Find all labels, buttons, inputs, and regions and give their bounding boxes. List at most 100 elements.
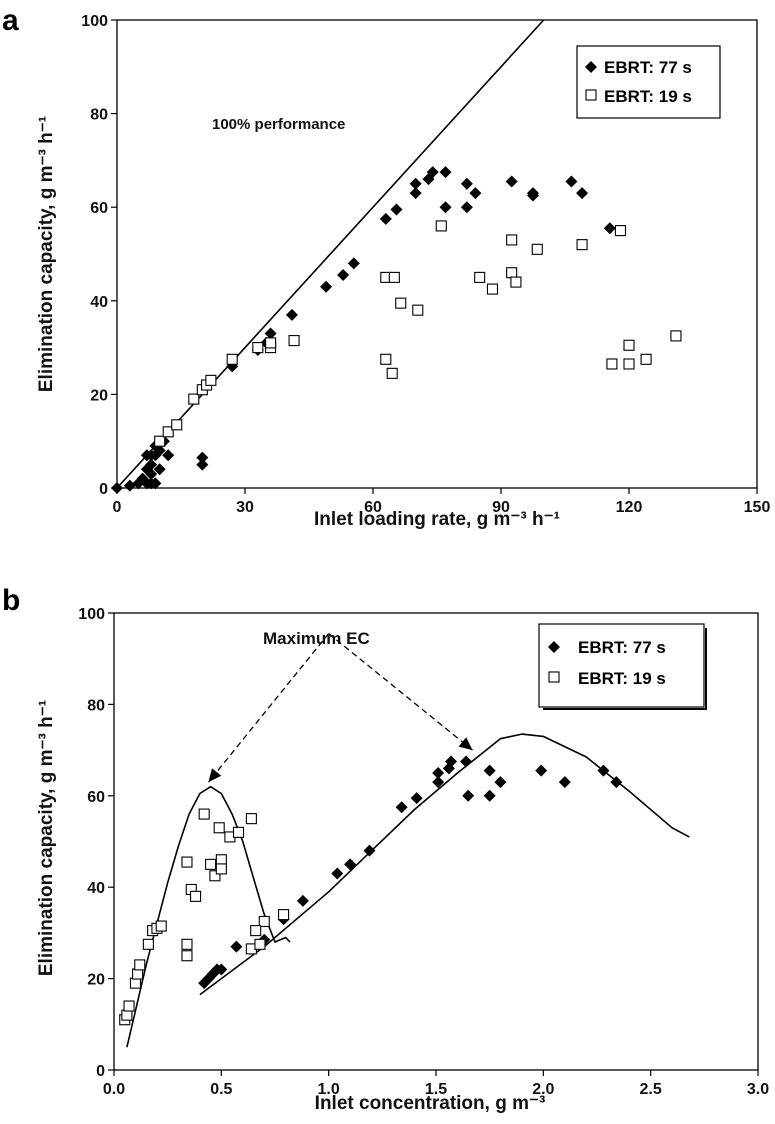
panel-b-fit-curves <box>126 733 690 1048</box>
panel-a-legend-label-19s: EBRT: 19 s <box>604 87 692 106</box>
b-point-ebrt-77s <box>460 755 473 768</box>
a-point-ebrt-77s <box>285 308 298 321</box>
a-point-ebrt-19s <box>606 358 618 370</box>
b-arrow-line-2 <box>328 633 473 751</box>
a-point-ebrt-19s <box>474 271 486 283</box>
a-point-ebrt-77s <box>162 449 175 462</box>
b-point-ebrt-19s <box>278 909 290 921</box>
panel-a: a 0 30 60 90 120 150 0 20 40 60 80 100 100% perfor… <box>2 4 770 530</box>
panel-b-legend-box <box>538 623 705 708</box>
a-x-tick-label: 0 <box>113 499 122 516</box>
b-point-ebrt-77s <box>410 792 423 805</box>
a-point-ebrt-77s <box>469 187 482 200</box>
b-point-ebrt-77s <box>215 963 228 976</box>
a-point-ebrt-77s <box>196 458 209 471</box>
b-y-tick-label: 60 <box>87 789 105 806</box>
b-point-ebrt-77s <box>597 764 610 777</box>
a-point-ebrt-77s <box>426 166 439 179</box>
panel-a-x-ticks: 0 30 60 90 120 150 <box>113 488 770 516</box>
panel-a-reference-line <box>116 19 545 489</box>
b-x-tick-label: 1.5 <box>425 1081 447 1098</box>
b-x-tick-label: 2.0 <box>532 1081 554 1098</box>
a-point-ebrt-77s <box>379 212 392 225</box>
b-point-ebrt-77s <box>558 776 571 789</box>
a-point-ebrt-19s <box>154 435 166 447</box>
b-point-ebrt-19s <box>213 822 225 834</box>
a-point-ebrt-19s <box>395 297 407 309</box>
a-point-ebrt-77s <box>439 166 452 179</box>
a-point-ebrt-77s <box>123 479 136 492</box>
panel-b-annotation: Maximum EC <box>263 629 370 648</box>
a-point-ebrt-77s <box>264 327 277 340</box>
b-point-ebrt-19s <box>121 1009 133 1021</box>
b-x-tick-label: 0.0 <box>103 1081 125 1098</box>
b-point-ebrt-19s <box>258 915 270 928</box>
a-point-ebrt-19s <box>623 339 635 351</box>
b-point-ebrt-19s <box>205 858 217 870</box>
b-point-ebrt-19s <box>250 925 262 937</box>
b-arrow-head-2 <box>458 737 473 751</box>
panel-b-legend-label-77s: EBRT: 77 s <box>578 638 666 657</box>
b-point-ebrt-19s <box>129 977 142 989</box>
a-point-ebrt-19s <box>640 353 652 365</box>
b-point-ebrt-19s <box>215 854 227 866</box>
b-point-ebrt-19s <box>245 813 257 825</box>
b-point-ebrt-77s <box>344 858 357 871</box>
panel-a-label: a <box>2 4 19 37</box>
panel-b-points <box>119 755 623 1026</box>
a-point-ebrt-19s <box>380 353 392 365</box>
a-point-ebrt-77s <box>390 203 403 216</box>
a-point-ebrt-77s <box>576 187 589 200</box>
a-point-ebrt-77s <box>505 175 518 188</box>
b-y-tick-label: 0 <box>96 1063 105 1080</box>
a-point-ebrt-77s <box>337 269 350 282</box>
panel-b: b 0.0 0.5 1.0 1.5 2.0 2.5 3.0 0 20 40 60 80 100 Max… <box>2 584 769 1114</box>
a-point-ebrt-77s <box>439 201 452 214</box>
b-point-ebrt-77s <box>432 776 445 789</box>
a-point-ebrt-19s <box>252 342 264 354</box>
a-y-tick-label: 40 <box>90 294 108 311</box>
panel-a-y-axis-label: Elimination capacity, g m⁻³ h⁻¹ <box>36 116 57 392</box>
b-point-ebrt-19s <box>134 959 146 971</box>
panel-a-x-axis-label: Inlet loading rate, g m⁻³ h⁻¹ <box>314 509 560 530</box>
a-point-ebrt-77s <box>149 477 162 490</box>
a-point-ebrt-19s <box>171 419 183 431</box>
panel-a-legend: EBRT: 77 s EBRT: 19 s <box>576 45 721 119</box>
a-y-tick-label: 20 <box>90 387 108 404</box>
a-point-ebrt-77s <box>603 222 616 235</box>
a-x-tick-label: 90 <box>492 499 510 516</box>
b-point-ebrt-19s <box>181 856 193 868</box>
b-y-tick-label: 40 <box>87 880 105 897</box>
panel-b-y-ticks: 0 20 40 60 80 100 <box>78 606 114 1080</box>
a-point-ebrt-77s <box>153 463 166 476</box>
b-point-ebrt-77s <box>296 894 309 907</box>
b-x-tick-label: 0.5 <box>210 1081 232 1098</box>
a-point-ebrt-19s <box>614 225 627 237</box>
a-point-ebrt-19s <box>506 234 518 246</box>
a-point-ebrt-19s <box>205 374 217 386</box>
panel-b-legend-marker-77s <box>548 641 560 653</box>
b-y-tick-label: 20 <box>87 972 105 989</box>
b-point-ebrt-77s <box>494 776 507 789</box>
b-arrow-line-1 <box>207 633 330 783</box>
a-point-ebrt-77s <box>409 177 422 190</box>
a-point-ebrt-19s <box>265 337 277 349</box>
b-point-ebrt-19s <box>132 968 144 980</box>
b-point-ebrt-19s <box>215 863 227 875</box>
panel-b-legend-label-19s: EBRT: 19 s <box>578 669 666 688</box>
panel-a-legend-marker-77s <box>585 61 597 73</box>
a-point-ebrt-77s <box>320 280 333 293</box>
b-point-ebrt-77s <box>363 844 376 857</box>
a-y-tick-label: 100 <box>81 13 108 30</box>
a-point-ebrt-77s <box>527 189 539 202</box>
a-point-ebrt-77s <box>153 444 166 457</box>
a-point-ebrt-19s <box>486 283 499 295</box>
panel-b-legend-marker-19s <box>548 671 560 683</box>
panel-a-y-ticks: 0 20 40 60 80 100 <box>81 13 117 498</box>
b-point-ebrt-19s <box>209 870 221 882</box>
b-point-ebrt-77s <box>230 940 243 953</box>
a-point-ebrt-19s <box>388 271 400 283</box>
b-point-ebrt-19s <box>254 938 266 950</box>
a-point-ebrt-19s <box>288 335 300 347</box>
